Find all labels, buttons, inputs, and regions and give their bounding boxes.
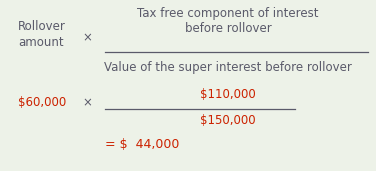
Text: $60,000: $60,000 bbox=[18, 96, 66, 109]
Text: $110,000: $110,000 bbox=[200, 88, 256, 101]
Text: ×: × bbox=[82, 96, 92, 109]
Text: Value of the super interest before rollover: Value of the super interest before rollo… bbox=[104, 61, 352, 74]
Text: Tax free component of interest: Tax free component of interest bbox=[137, 6, 319, 19]
Text: amount: amount bbox=[18, 36, 64, 49]
Text: before rollover: before rollover bbox=[185, 22, 271, 35]
Text: $150,000: $150,000 bbox=[200, 115, 256, 128]
Text: = $  44,000: = $ 44,000 bbox=[105, 139, 179, 152]
Text: Rollover: Rollover bbox=[18, 21, 66, 34]
Text: ×: × bbox=[82, 31, 92, 44]
